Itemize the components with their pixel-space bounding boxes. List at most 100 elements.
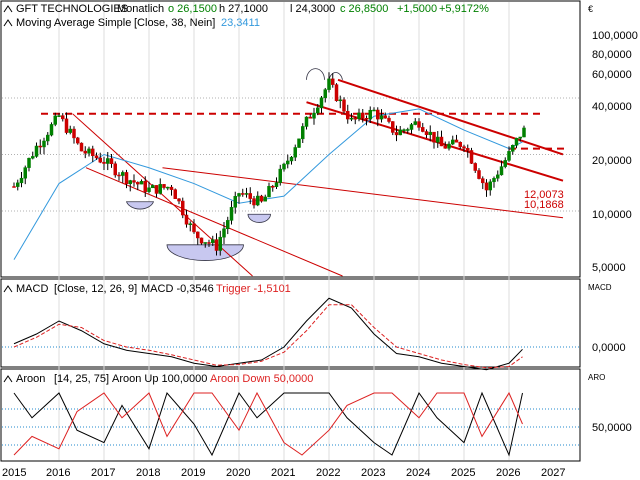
candle-body (503, 160, 507, 167)
candle-body (196, 231, 200, 239)
candle-body (244, 193, 249, 195)
candle-body (207, 242, 211, 244)
period-label: Monatlich (117, 3, 164, 15)
x-tick: 2024 (406, 467, 430, 479)
aroon-axis-unit: ARO (588, 373, 605, 382)
candle-body (124, 172, 129, 184)
candle-body (443, 145, 447, 149)
candle-body (458, 142, 462, 147)
candle-body (353, 117, 357, 120)
x-tick: 2015 (2, 467, 26, 479)
candle-body (398, 129, 402, 136)
candle-body (132, 180, 136, 183)
candle-body (312, 112, 316, 119)
candle-body (136, 182, 140, 185)
aroon-marker-icon (3, 375, 13, 383)
ma-marker-icon (3, 19, 13, 27)
x-tick: 2017 (91, 467, 115, 479)
macd-marker-icon (3, 285, 13, 293)
candle-body (162, 184, 166, 188)
candle-body (421, 127, 425, 132)
top-arc-1 (306, 68, 325, 80)
candle-body (436, 136, 440, 143)
ma-value: 23,3411 (221, 17, 260, 29)
candle-body (327, 78, 331, 90)
candle-body (484, 182, 489, 191)
candle-body (469, 150, 474, 164)
candle-body (177, 198, 181, 202)
price-tick: 10,0000 (592, 209, 632, 221)
price-legend: GFT TECHNOLOGIES Monatlich o 26,1500 h 2… (3, 3, 593, 29)
candle-body (188, 223, 192, 225)
candle-body (271, 186, 275, 188)
x-tick: 2020 (226, 467, 250, 479)
top-arc-2 (328, 72, 343, 80)
candle-body (259, 195, 264, 202)
candle-body (166, 186, 170, 189)
candle-body (462, 146, 466, 149)
aroon-legend: Aroon [14, 25, 75] Aroon Up 100,0000 Aro… (3, 373, 632, 434)
candle-body (154, 185, 159, 194)
candle-body (319, 97, 324, 109)
trigger-value: Trigger -1,5101 (216, 283, 291, 295)
macd-panel-frame (0, 278, 581, 368)
high-value: h 27,1000 (219, 3, 268, 15)
x-tick: 2025 (451, 467, 475, 479)
ma-label: Moving Average Simple (16, 17, 131, 29)
candle-body (72, 128, 76, 139)
candle-body (432, 131, 436, 143)
pattern-shapes (125, 68, 343, 261)
candle-body (248, 193, 252, 199)
candle-body (31, 156, 35, 159)
currency-label: € (588, 4, 593, 14)
candle-body (387, 117, 391, 122)
series-marker-icon (3, 5, 13, 13)
ma-params: [Close, 38, Nein] (134, 17, 215, 29)
candle-body (383, 115, 387, 119)
price-tick: 20,0000 (592, 155, 632, 167)
candle-body (466, 148, 470, 151)
candle-body (252, 198, 256, 206)
candle-body (222, 228, 226, 238)
x-tick: 2022 (316, 467, 340, 479)
candle-body (473, 163, 477, 171)
candle-body (409, 124, 414, 130)
candle-body (61, 115, 65, 120)
aroon-up-polyline (13, 391, 523, 457)
candle-body (12, 186, 16, 188)
candle-body (181, 200, 185, 216)
aroon-lines (13, 391, 523, 457)
candle-body (211, 239, 215, 244)
candle-body (19, 177, 24, 184)
candle-body (267, 186, 271, 198)
aroon-tick: 50,0000 (592, 422, 632, 434)
candle-body (372, 109, 376, 112)
candle-body (454, 139, 459, 143)
low-value: l 24,3000 (290, 3, 335, 15)
price-tick: 5,0000 (592, 262, 626, 274)
trend-line (72, 113, 253, 277)
candle-body (447, 143, 451, 149)
macd-label: MACD (16, 283, 48, 295)
candle-body (87, 148, 91, 154)
aroon-down-polyline (13, 391, 523, 456)
macd-polyline (13, 297, 523, 371)
aroon-panel-frame (0, 368, 581, 462)
candle-body (394, 132, 399, 136)
instrument-name: GFT TECHNOLOGIES (16, 3, 128, 15)
candle-body (109, 158, 114, 165)
candle-body (16, 182, 20, 187)
candle-body (42, 140, 46, 148)
price-candles (12, 72, 526, 256)
candle-body (522, 127, 526, 138)
candle-body (342, 99, 346, 112)
candle-body (323, 89, 327, 98)
annotation-value-1: 12,0073 (524, 189, 564, 201)
candle-body (514, 138, 519, 146)
candle-body (76, 137, 80, 144)
candle-body (304, 116, 309, 127)
candle-body (237, 193, 241, 197)
candle-body (364, 118, 369, 120)
candle-body (511, 145, 515, 152)
x-tick: 2026 (496, 467, 520, 479)
